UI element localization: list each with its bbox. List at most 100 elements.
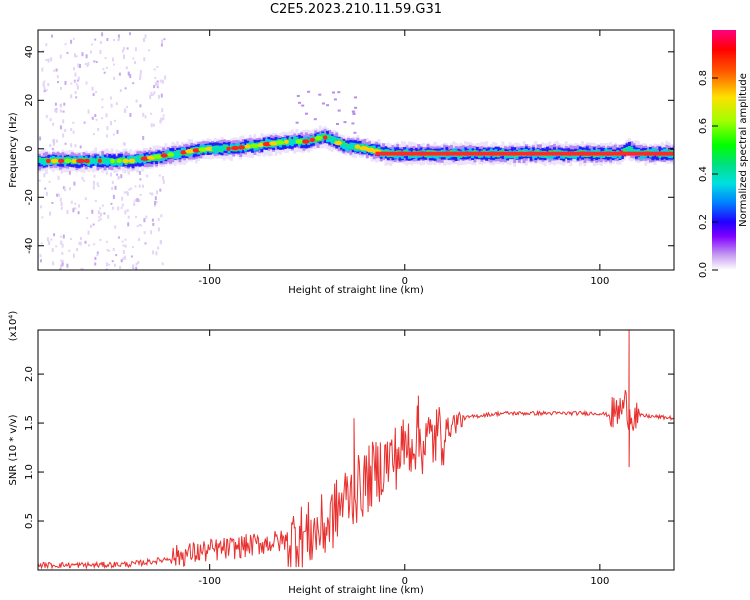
noise-speck [124,87,127,90]
noise-speck [146,174,149,178]
noise-speck [101,106,104,109]
noise-speck [129,113,132,117]
noise-speck [134,47,137,52]
noise-speck [129,74,132,79]
noise-speck [101,204,104,207]
noise-speck [105,66,108,69]
noise-speck [130,255,133,258]
noise-speck [88,244,90,247]
ridge-hotspot [71,158,77,164]
noise-speck [72,121,75,124]
noise-speck [151,93,154,96]
noise-speck [113,263,116,267]
noise-speck [160,117,163,122]
noise-speck [112,194,115,199]
noise-speck [84,62,87,65]
noise-speck [85,54,88,59]
noise-speck [313,118,317,121]
noise-speck [150,230,153,235]
noise-speck [318,93,322,96]
ridge-hotspot [116,158,122,164]
colorbar-tick-label: 0.2 [698,214,709,230]
noise-speck [73,181,76,186]
ridge-hotspot [97,158,102,164]
noise-speck [78,241,81,245]
ridge-hotspot [323,135,328,140]
snr-frame [37,329,675,571]
noise-speck [60,86,62,90]
noise-speck [132,264,135,269]
ridge-hotspot [205,146,214,151]
y-tick-label: 0 [24,146,35,152]
noise-speck [103,212,106,215]
noise-speck [69,187,71,191]
x-tick-label: -100 [198,576,221,587]
noise-speck [144,115,147,119]
noise-speck [118,72,121,76]
noise-speck [51,147,54,150]
noise-speck [161,39,164,44]
noise-speck [81,268,84,270]
ridge-green [321,134,325,139]
noise-speck [52,142,55,146]
ridge-green [328,136,332,141]
colorbar-tick-label: 0.6 [698,118,709,134]
noise-speck [138,199,141,203]
noise-speck [59,197,62,202]
noise-speck [94,200,97,203]
noise-speck [137,261,140,264]
noise-speck [90,224,92,228]
colorbar: 0.0 0.2 0.4 0.6 0.8 Normalized spectral ampl… [698,30,749,278]
noise-speck [60,202,63,207]
noise-speck [114,225,117,229]
y-tick-label: 2.0 [24,366,35,382]
noise-speck [136,198,139,202]
colorbar-label: Normalized spectral amplitude [738,73,749,227]
noise-speck [153,204,156,207]
noise-speck [101,117,104,120]
noise-speck [41,67,44,72]
noise-speck [123,110,126,113]
noise-speck [130,187,133,190]
noise-speck [156,65,159,68]
noise-speck [126,106,129,108]
noise-speck [123,54,125,58]
noise-speck [62,119,65,124]
noise-speck [52,122,55,126]
noise-speck [70,94,73,99]
noise-speck [351,122,355,125]
noise-speck [155,201,158,204]
noise-speck [156,86,159,89]
spectrogram-marks [38,32,674,270]
noise-speck [150,92,153,96]
noise-speck [47,58,50,63]
y-tick-label: 20 [24,94,35,107]
noise-speck [153,68,156,71]
ridge-core [375,151,674,156]
noise-speck [154,82,157,87]
noise-speck [301,104,305,107]
noise-speck [138,223,141,226]
noise-speck [111,206,114,210]
noise-speck [63,102,66,106]
ridge-hotspot [288,139,298,144]
noise-speck [59,54,62,59]
snr-x-axis-label: Height of straight line (km) [288,585,424,596]
noise-speck [96,251,99,255]
noise-speck [155,251,158,256]
noise-speck [307,90,311,93]
ridge-green [326,135,329,140]
ridge-hotspot [50,158,59,164]
noise-speck [132,82,135,85]
ridge-hotspot [276,140,285,145]
noise-speck [143,38,145,42]
noise-speck [121,49,124,53]
noise-speck [87,230,90,235]
noise-speck [62,110,65,113]
noise-speck [99,207,102,210]
noise-speck [112,133,115,136]
noise-speck [118,176,120,179]
noise-speck [135,262,138,266]
noise-speck [351,110,355,113]
noise-speck [124,238,127,241]
